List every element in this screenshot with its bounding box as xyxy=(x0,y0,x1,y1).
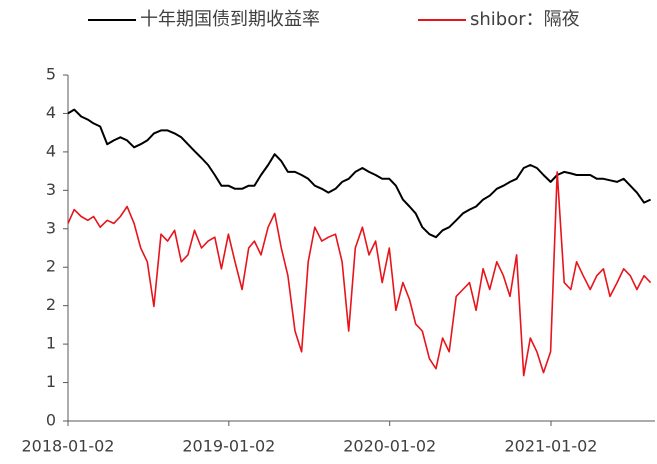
x-tick-label: 2019-01-02 xyxy=(182,437,275,456)
x-tick-label: 2021-01-02 xyxy=(505,437,598,456)
y-tick-label: 4 xyxy=(46,103,56,122)
y-tick-label: 5 xyxy=(46,65,56,84)
series-line xyxy=(67,108,652,239)
y-tick-label: 3 xyxy=(46,180,56,199)
legend-label: shibor：隔夜 xyxy=(470,9,580,30)
legend-label: 十年期国债到期收益率 xyxy=(140,9,320,30)
y-tick-label: 0 xyxy=(46,411,56,430)
y-tick-label: 1 xyxy=(46,372,56,391)
y-tick-label: 4 xyxy=(46,141,56,160)
y-tick-label: 2 xyxy=(46,257,56,276)
y-tick-label: 2 xyxy=(46,295,56,314)
x-tick-label: 2018-01-02 xyxy=(22,437,115,456)
y-tick-label: 1 xyxy=(46,334,56,353)
y-tick-label: 3 xyxy=(46,218,56,237)
x-tick-label: 2020-01-02 xyxy=(343,437,436,456)
series-line xyxy=(67,171,652,377)
